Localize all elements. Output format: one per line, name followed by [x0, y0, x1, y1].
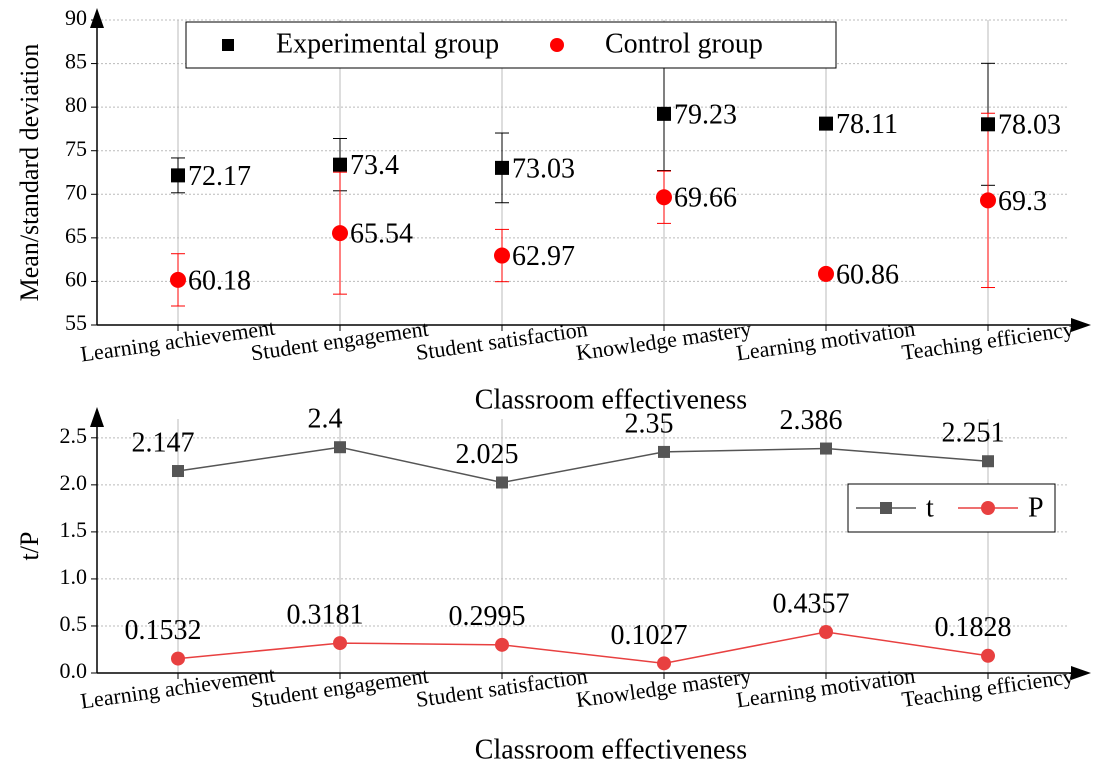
point	[982, 455, 994, 468]
y-axis-title: Mean/standard deviation	[15, 44, 44, 302]
line	[177, 631, 989, 665]
data-label: 69.66	[674, 183, 737, 214]
data-label: 73.03	[512, 153, 575, 184]
y-arrow	[90, 8, 104, 28]
legend-label: Control group	[605, 28, 763, 59]
point	[495, 160, 509, 175]
data-label: 72.17	[188, 161, 251, 192]
point	[333, 157, 347, 172]
y-tick-label: 80	[65, 92, 87, 117]
y-tick-label: 1.5	[60, 517, 88, 542]
data-label: 2.025	[456, 439, 519, 470]
point	[819, 116, 833, 131]
x-axis-title: Classroom effectiveness	[475, 384, 747, 415]
point	[980, 192, 996, 209]
legend-marker	[880, 502, 892, 514]
y-tick-label: 65	[65, 223, 87, 248]
point	[494, 247, 510, 264]
data-label: 65.54	[350, 219, 413, 250]
y-tick-label: 60	[65, 266, 87, 291]
point	[818, 265, 834, 282]
point	[171, 651, 185, 666]
point	[170, 271, 186, 288]
point	[171, 168, 185, 183]
legend-box	[185, 21, 837, 69]
y-arrow	[90, 407, 104, 427]
data-label: 73.4	[350, 150, 399, 181]
data-label: 62.97	[512, 241, 575, 272]
legend-label: P	[1028, 492, 1044, 523]
point	[172, 465, 184, 478]
data-label: 0.4357	[773, 588, 850, 619]
point	[819, 625, 833, 640]
y-tick-label: 1.0	[60, 564, 88, 589]
point	[820, 442, 832, 455]
point	[496, 476, 508, 489]
data-label: 0.1027	[611, 620, 688, 651]
y-tick-label: 70	[65, 179, 87, 204]
legend-marker	[981, 501, 995, 515]
data-label: 0.1532	[125, 615, 202, 646]
data-label: 2.251	[942, 418, 1005, 449]
point	[657, 656, 671, 671]
x-arrow	[1071, 666, 1091, 680]
point	[981, 648, 995, 663]
point	[334, 441, 346, 454]
data-label: 2.386	[780, 405, 843, 436]
data-label: 2.147	[132, 427, 195, 458]
data-label: 0.1828	[935, 612, 1012, 643]
point	[332, 225, 348, 242]
point	[495, 637, 509, 652]
y-tick-label: 90	[65, 5, 87, 30]
data-label: 69.3	[998, 186, 1047, 217]
legend-box	[847, 483, 1056, 533]
point	[658, 445, 670, 458]
x-arrow	[1071, 318, 1091, 332]
line	[177, 446, 989, 484]
data-label: 78.03	[998, 110, 1061, 141]
data-label: 2.4	[308, 404, 343, 435]
data-label: 0.3181	[287, 599, 364, 630]
legend-label: Experimental group	[276, 28, 499, 59]
point	[333, 636, 347, 651]
data-label: 0.2995	[449, 601, 526, 632]
legend-label: t	[926, 492, 934, 523]
y-tick-label: 85	[65, 49, 87, 74]
point	[657, 106, 671, 121]
legend-marker	[550, 38, 564, 52]
legend-marker	[222, 39, 234, 51]
y-axis-title: t/P	[15, 532, 44, 561]
y-tick-label: 2.5	[60, 423, 88, 448]
data-label: 2.35	[625, 408, 674, 439]
data-label: 78.11	[836, 109, 898, 140]
data-label: 60.18	[188, 265, 251, 296]
x-axis-title: Classroom effectiveness	[475, 734, 747, 765]
y-tick-label: 0.5	[60, 611, 88, 636]
point	[981, 117, 995, 132]
data-label: 60.86	[836, 259, 899, 290]
y-tick-label: 75	[65, 136, 87, 161]
point	[656, 189, 672, 206]
y-tick-label: 0.0	[60, 658, 88, 683]
data-label: 79.23	[674, 99, 737, 130]
y-tick-label: 55	[65, 310, 87, 335]
y-tick-label: 2.0	[60, 470, 88, 495]
